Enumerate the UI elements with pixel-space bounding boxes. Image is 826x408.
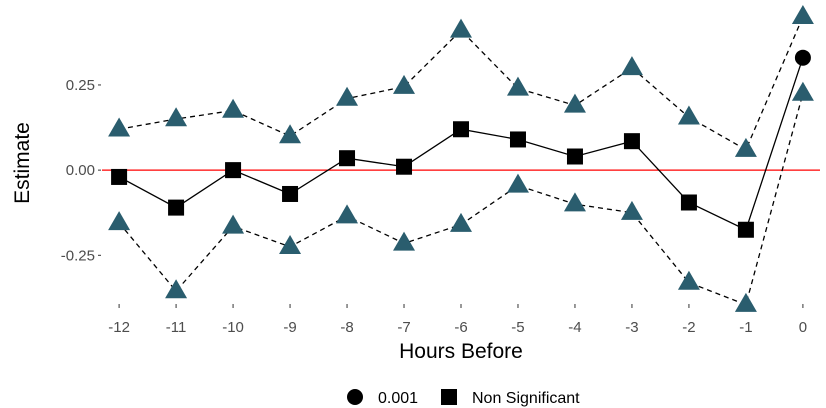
lower-ci-marker (677, 270, 700, 290)
y-tick-label: 0.25 (66, 77, 95, 94)
upper-ci-marker (450, 18, 472, 38)
lower-ci-marker (563, 192, 586, 212)
y-tick-label: -0.25 (61, 247, 95, 264)
x-tick-label: -2 (682, 319, 695, 336)
lower-ci-marker (620, 200, 643, 220)
lower-ci-marker (336, 204, 359, 224)
lower-ci-marker (222, 214, 245, 234)
lower-ci-marker (393, 231, 416, 251)
estimate-point-square (282, 185, 299, 202)
estimate-path (118, 57, 804, 231)
estimate-point-square (737, 221, 754, 238)
upper-ci-marker (620, 56, 643, 76)
legend-circle-icon (347, 389, 363, 405)
estimate-point-square (680, 194, 697, 211)
lower-ci-marker (108, 211, 131, 231)
estimate-point-square (339, 150, 356, 167)
upper-ci-marker (165, 107, 188, 127)
confidence-interval-markers (108, 5, 814, 312)
upper-ci-marker (563, 93, 586, 113)
confidence-interval-lines (118, 16, 804, 306)
y-axis-title: Estimate (11, 122, 34, 204)
upper-ci-marker (393, 74, 416, 94)
estimate-point-square (509, 131, 526, 148)
y-tick-label: 0.00 (66, 162, 95, 179)
legend: 0.001 Non Significant (347, 389, 580, 407)
x-tick-label: -3 (625, 319, 638, 336)
estimate-point-square (623, 133, 640, 150)
axes: -0.250.000.25-12 -11 -10 -9 -8 -7 -6 -5 -4 -3 -2 -1… (61, 77, 820, 336)
x-tick-label: -6 (454, 319, 467, 336)
upper-ci-marker (734, 137, 757, 157)
lower-ci-marker (734, 292, 757, 312)
lower-ci-marker (506, 173, 529, 193)
upper-ci-marker (506, 76, 529, 96)
legend-square-icon (441, 389, 457, 405)
legend-label-non-significant: Non Significant (472, 390, 580, 407)
estimate-markers (111, 49, 811, 238)
estimate-point-square (396, 158, 413, 175)
x-tick-label: -11 (166, 319, 187, 336)
lower-ci-marker (450, 212, 472, 232)
legend-label-0001: 0.001 (378, 390, 418, 407)
lower-ci-marker (165, 279, 188, 299)
x-axis-title: Hours Before (399, 340, 523, 363)
upper-ci-marker (791, 5, 814, 25)
x-tick-label: -1 (739, 319, 752, 336)
x-tick-label: -5 (511, 319, 524, 336)
x-tick-label: 0 (799, 319, 807, 336)
x-tick-label: -7 (397, 319, 410, 336)
upper-ci-marker (336, 86, 359, 106)
x-tick-label: -4 (568, 319, 581, 336)
estimate-point-circle (794, 49, 811, 66)
upper-ci-marker (677, 105, 700, 125)
x-tick-label: -8 (340, 319, 353, 336)
estimate-line (118, 57, 804, 231)
upper-ci-marker (108, 117, 131, 137)
upper-ci-marker (279, 124, 302, 144)
estimate-point-square (168, 199, 185, 216)
lower-ci-marker (279, 235, 302, 255)
upper-ci-marker (222, 98, 245, 118)
lower-ci-marker (791, 81, 814, 101)
x-tick-label: -9 (283, 319, 296, 336)
x-tick-label: -10 (222, 319, 244, 336)
x-tick-label: -12 (108, 319, 130, 336)
estimate-point-square (225, 162, 242, 179)
estimate-point-square (453, 121, 469, 138)
estimate-point-square (566, 148, 583, 165)
estimate-point-square (111, 168, 128, 185)
